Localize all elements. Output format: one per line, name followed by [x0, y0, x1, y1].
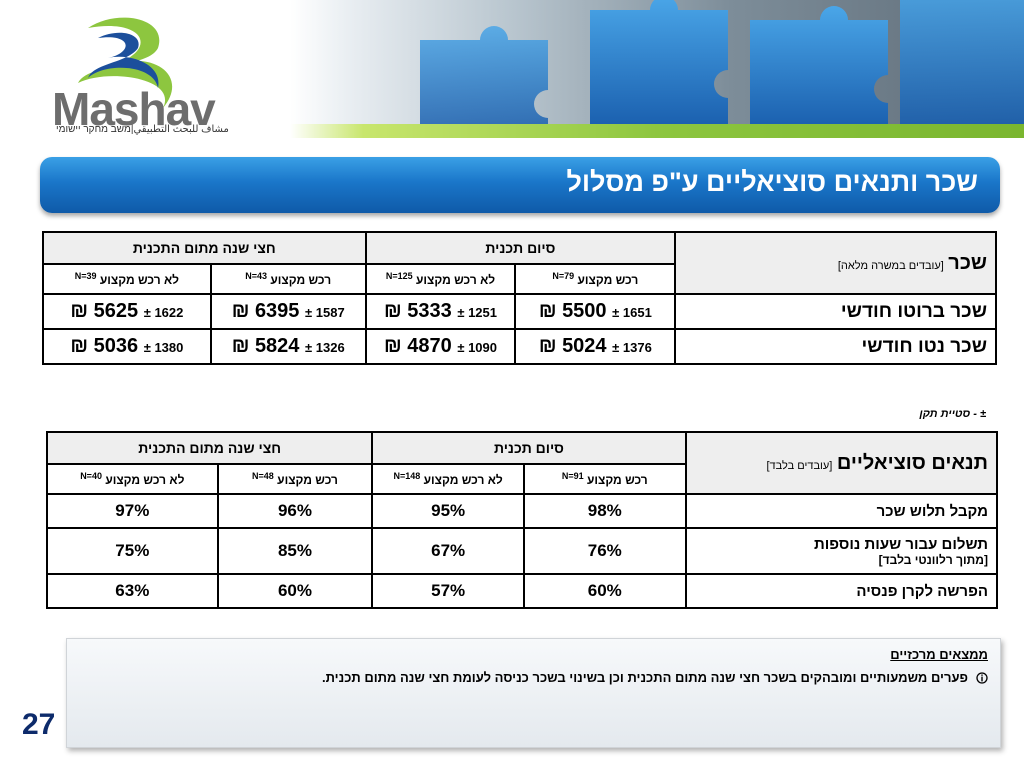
sub-header: רכש מקצוע N=79 [514, 263, 677, 295]
group-header-half-year: חצי שנה מתום התכנית [45, 431, 374, 465]
table-row: מקבל תלוש שכר 98% 95% 96% 97% [46, 493, 999, 529]
group-header-half-year: חצי שנה מתום התכנית [42, 231, 367, 265]
findings-item: פערים משמעותיים ומובהקים בשכר חצי שנה מת… [79, 668, 988, 690]
logo-tagline: مشاف للبحث التطبيقي|משב מחקר יישומי [56, 124, 229, 135]
salary-corner-header: שכר [עובדים במשרה מלאה] [674, 231, 997, 295]
row-label: שכר נטו חודשי [674, 328, 997, 365]
puzzle-pieces-icon [420, 0, 1024, 124]
percent-cell: 63% [46, 573, 219, 609]
salary-cell: 1622 ± 5625 ₪ [42, 293, 212, 330]
table-row: שכר נטו חודשי 1376 ± 5024 ₪ 1090 ± 4870 … [42, 328, 997, 365]
percent-cell: 97% [46, 493, 219, 529]
sub-header: רכש מקצוע N=48 [216, 463, 374, 495]
salary-cell: 1326 ± 5824 ₪ [209, 328, 367, 365]
row-label: שכר ברוטו חודשי [674, 293, 997, 330]
sub-header: לא רכש מקצוע N=148 [371, 463, 525, 495]
social-conditions-table: תנאים סוציאליים [עובדים בלבד] סיום תכנית… [45, 431, 999, 609]
sub-header: לא רכש מקצוע N=125 [364, 263, 517, 295]
percent-cell: 67% [371, 527, 525, 575]
page-number: 27 [22, 708, 56, 741]
table-row: הפרשה לקרן פנסיה 60% 57% 60% 63% [46, 573, 999, 609]
row-label: הפרשה לקרן פנסיה [684, 573, 999, 609]
percent-cell: 96% [216, 493, 374, 529]
sub-header: רכש מקצוע N=43 [209, 263, 367, 295]
percent-cell: 76% [522, 527, 687, 575]
sub-header: לא רכש מקצוע N=39 [42, 263, 212, 295]
salary-table: שכר [עובדים במשרה מלאה] סיום תכנית חצי ש… [42, 231, 997, 365]
row-label: מקבל תלוש שכר [684, 493, 999, 529]
logo-wordmark: Mashav [52, 83, 216, 135]
table-row: שכר ברוטו חודשי 1651 ± 5500 ₪ 1251 ± 533… [42, 293, 997, 330]
findings-title: ממצאים מרכזיים [890, 647, 988, 662]
salary-cell: 1651 ± 5500 ₪ [514, 293, 677, 330]
findings-text: פערים משמעותיים ומובהקים בשכר חצי שנה מת… [321, 670, 968, 685]
percent-cell: 57% [371, 573, 525, 609]
salary-cell: 1380 ± 5036 ₪ [42, 328, 212, 365]
mashav-logo-swoosh [78, 17, 173, 108]
table-row: תשלום עבור שעות נוספות [מתוך רלוונטי בלב… [46, 527, 999, 575]
percent-cell: 60% [522, 573, 687, 609]
group-header-end-program: סיום תכנית [364, 231, 677, 265]
slide-title: שכר ותנאים סוציאליים ע"פ מסלול [566, 167, 978, 197]
salary-cell: 1587 ± 6395 ₪ [209, 293, 367, 330]
sub-header: לא רכש מקצוע N=40 [46, 463, 219, 495]
percent-cell: 98% [522, 493, 687, 529]
salary-cell: 1376 ± 5024 ₪ [514, 328, 677, 365]
slide-header: Mashav مشاف للبحث التطبيقي|משב מחקר יישו… [0, 0, 1024, 140]
std-dev-note: ± - סטיית תקן [919, 408, 986, 420]
key-findings-box: ממצאים מרכזיים פערים משמעותיים ומובהקים … [66, 638, 1001, 748]
percent-cell: 75% [46, 527, 219, 575]
group-header-end-program: סיום תכנית [371, 431, 687, 465]
percent-cell: 95% [371, 493, 525, 529]
title-banner: שכר ותנאים סוציאליים ע"פ מסלול [40, 157, 1000, 213]
salary-cell: 1251 ± 5333 ₪ [364, 293, 517, 330]
header-accent-bar [290, 124, 1024, 138]
row-label: תשלום עבור שעות נוספות [מתוך רלוונטי בלב… [684, 527, 999, 575]
puzzle-image [290, 0, 1024, 124]
social-corner-header: תנאים סוציאליים [עובדים בלבד] [684, 431, 999, 495]
sub-header: רכש מקצוע N=91 [522, 463, 687, 495]
percent-cell: 85% [216, 527, 374, 575]
salary-cell: 1090 ± 4870 ₪ [364, 328, 517, 365]
info-circle-icon [968, 668, 988, 690]
percent-cell: 60% [216, 573, 374, 609]
